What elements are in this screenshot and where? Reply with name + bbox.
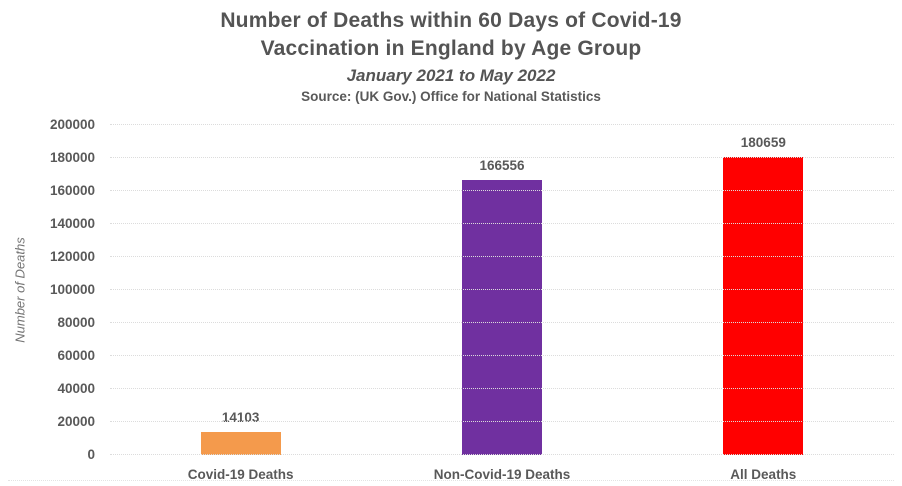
bar-columns: 14103 Covid-19 Deaths 166556 Non-Covid-19 D… [110,125,894,482]
chart-header: Number of Deaths within 60 Days of Covid… [0,7,902,106]
y-tick-label-200000: 200000 [49,117,95,132]
chart-title-line-1: Number of Deaths within 60 Days of Covid… [220,9,682,32]
x-axis-label-all-deaths: All Deaths [730,467,797,482]
y-tick-label-160000: 160000 [49,183,95,198]
y-tick-label-40000: 40000 [57,381,95,396]
y-tick-label-100000: 100000 [49,282,95,297]
x-axis-label-covid-19-deaths: Covid-19 Deaths [187,467,294,482]
gridline-200000 [110,124,894,125]
bar-covid-19-deaths [200,432,281,455]
x-axis-label-non-covid-19-deaths: Non-Covid-19 Deaths [433,467,571,482]
y-tick-label-80000: 80000 [57,315,95,330]
gridline-60000 [110,355,894,356]
chart-title-line-2: Vaccination in England by Age Group [260,37,642,60]
bar-non-covid-19-deaths [461,180,542,455]
y-tick-label-120000: 120000 [49,249,95,264]
bar-column-covid-19-deaths: 14103 Covid-19 Deaths [110,125,371,482]
y-tick-label-0: 0 [87,447,95,462]
plot-area: 14103 Covid-19 Deaths 166556 Non-Covid-19 D… [50,117,894,482]
y-tick-label-20000: 20000 [57,414,95,429]
gridline-40000 [110,388,894,389]
gridline-100000 [110,289,894,290]
bar-value-label-covid-19-deaths: 14103 [221,410,260,425]
gridline-20000 [110,421,894,422]
gridline-140000 [110,223,894,224]
bar-value-label-non-covid-19-deaths: 166556 [479,158,525,173]
y-tick-label-140000: 140000 [49,216,95,231]
gridline-80000 [110,322,894,323]
gridline-120000 [110,256,894,257]
bar-value-label-all-deaths: 180659 [740,135,786,150]
bar-column-all-deaths: 180659 All Deaths [633,125,894,482]
bar-all-deaths [723,157,804,455]
chart-bottom-border [8,480,894,481]
chart-subtitle: January 2021 to May 2022 [346,66,556,85]
y-tick-label-180000: 180000 [49,150,95,165]
gridline-180000 [110,157,894,158]
y-tick-label-60000: 60000 [57,348,95,363]
gridline-0 [110,454,894,455]
chart-source: Source: (UK Gov.) Office for National St… [301,89,601,104]
gridline-160000 [110,190,894,191]
bar-column-non-covid-19-deaths: 166556 Non-Covid-19 Deaths [371,125,632,482]
